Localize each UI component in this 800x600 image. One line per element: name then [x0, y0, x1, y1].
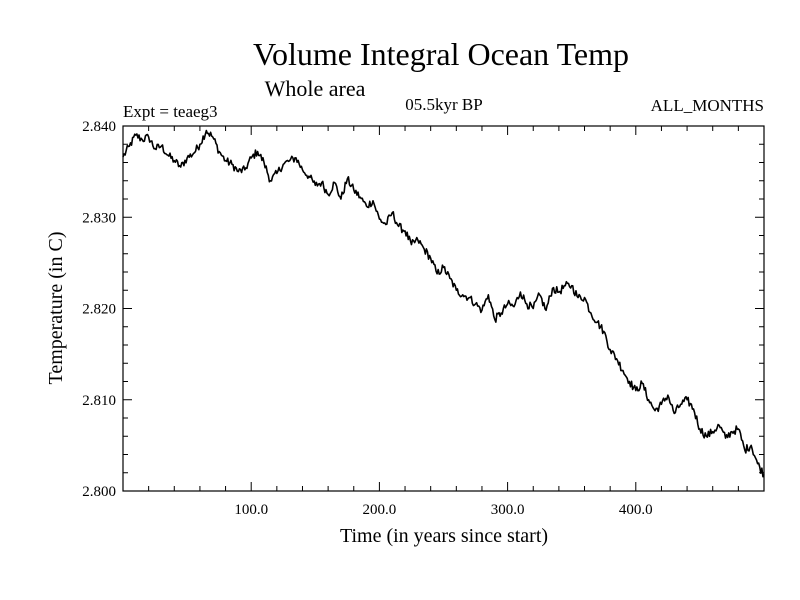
- y-tick-label: 2.830: [82, 210, 116, 226]
- x-tick-label: 300.0: [491, 502, 525, 518]
- chart-subtitle: Whole area: [265, 76, 366, 101]
- plot-frame: [122, 125, 765, 492]
- x-axis: 100.0 200.0 300.0 400.0: [234, 126, 653, 518]
- months-label: ALL_MONTHS: [651, 96, 764, 115]
- y-tick-label: 2.810: [82, 393, 116, 409]
- period-label: 05.5kyr BP: [405, 95, 482, 114]
- minor-ticks: [123, 126, 764, 491]
- temperature-series-line: [122, 129, 765, 478]
- x-axis-label: Time (in years since start): [340, 525, 548, 547]
- x-tick-label: 400.0: [619, 502, 653, 518]
- x-tick-label: 100.0: [234, 502, 268, 518]
- y-tick-label: 2.800: [82, 484, 116, 500]
- x-tick-label: 200.0: [363, 502, 397, 518]
- experiment-label: Expt = teaeg3: [123, 102, 218, 121]
- y-tick-label: 2.820: [82, 302, 116, 318]
- chart-title: Volume Integral Ocean Temp: [253, 36, 629, 72]
- y-tick-label: 2.840: [82, 119, 116, 135]
- y-axis-label: Temperature (in C): [45, 232, 67, 385]
- y-axis: 2.800 2.810 2.820 2.830 2.840: [82, 119, 764, 500]
